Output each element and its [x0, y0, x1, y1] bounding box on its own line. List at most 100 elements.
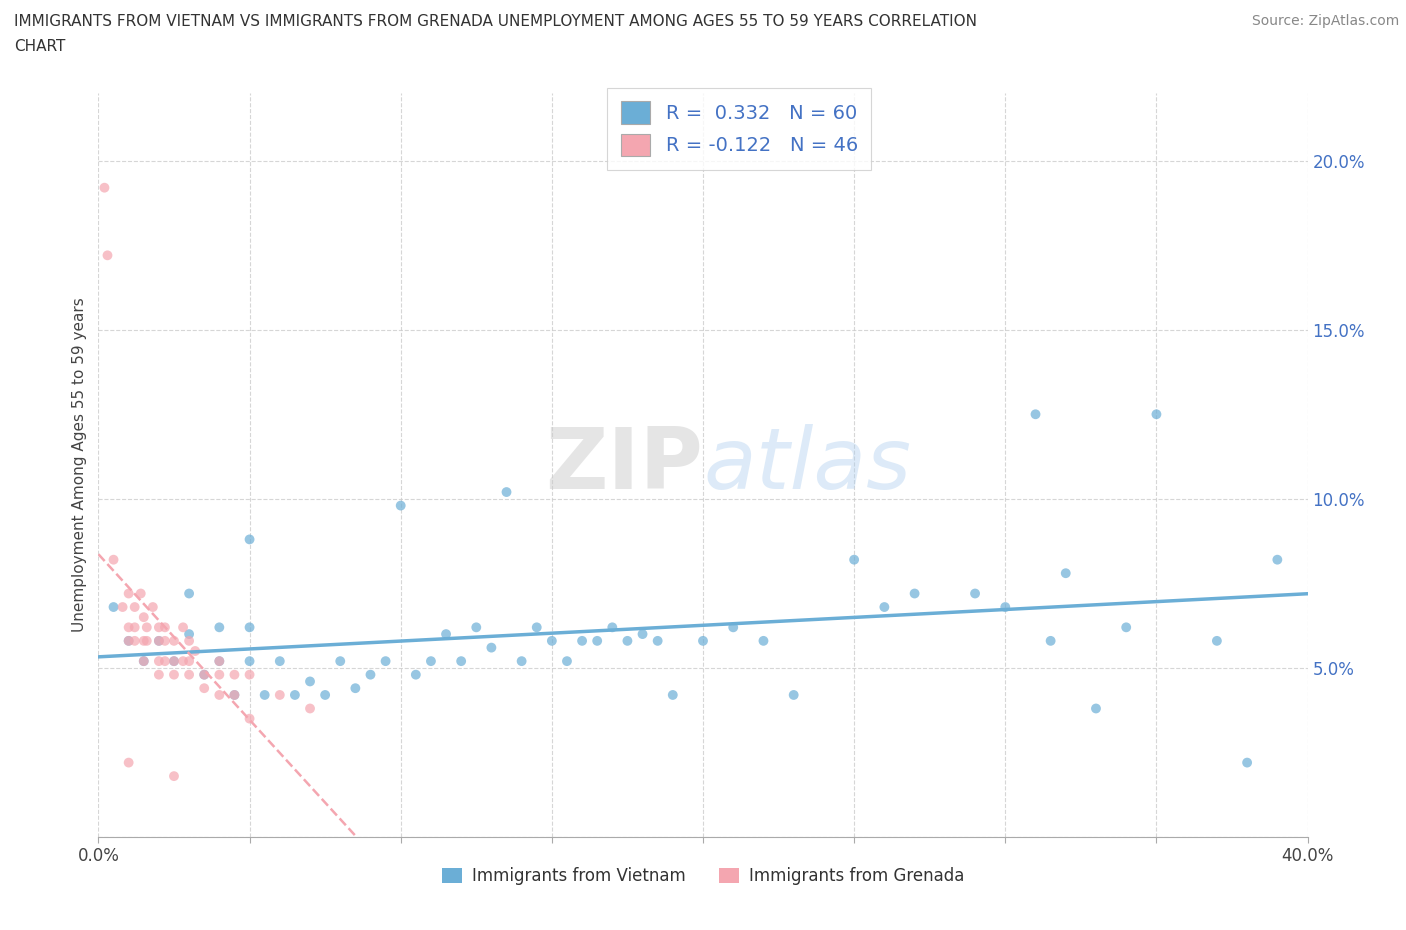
- Point: [208, 667, 231, 682]
- Point: [135, 633, 157, 648]
- Point: [329, 654, 352, 669]
- Point: [118, 586, 141, 601]
- Y-axis label: Unemployment Among Ages 55 to 59 years: Unemployment Among Ages 55 to 59 years: [72, 298, 87, 632]
- Point: [253, 687, 276, 702]
- Point: [118, 620, 141, 635]
- Point: [752, 633, 775, 648]
- Point: [132, 654, 155, 669]
- Point: [124, 620, 146, 635]
- Point: [1039, 633, 1062, 648]
- Point: [163, 654, 186, 669]
- Point: [129, 586, 152, 601]
- Point: [179, 633, 201, 648]
- Point: [465, 620, 488, 635]
- Point: [93, 180, 115, 195]
- Point: [179, 667, 201, 682]
- Point: [124, 600, 146, 615]
- Point: [481, 640, 503, 655]
- Point: [118, 633, 141, 648]
- Text: ZIP: ZIP: [546, 423, 703, 507]
- Point: [132, 610, 155, 625]
- Point: [224, 667, 246, 682]
- Point: [148, 633, 170, 648]
- Point: [374, 654, 396, 669]
- Point: [299, 674, 322, 689]
- Point: [1206, 633, 1229, 648]
- Point: [1267, 552, 1289, 567]
- Text: IMMIGRANTS FROM VIETNAM VS IMMIGRANTS FROM GRENADA UNEMPLOYMENT AMONG AGES 55 TO: IMMIGRANTS FROM VIETNAM VS IMMIGRANTS FR…: [14, 14, 977, 29]
- Point: [142, 600, 165, 615]
- Point: [148, 633, 170, 648]
- Point: [124, 633, 146, 648]
- Point: [723, 620, 745, 635]
- Point: [163, 769, 186, 784]
- Point: [495, 485, 517, 499]
- Point: [184, 644, 207, 658]
- Point: [1236, 755, 1258, 770]
- Point: [540, 633, 562, 648]
- Point: [586, 633, 609, 648]
- Point: [783, 687, 806, 702]
- Point: [616, 633, 638, 648]
- Point: [153, 633, 176, 648]
- Point: [1054, 565, 1077, 580]
- Point: [571, 633, 593, 648]
- Point: [314, 687, 336, 702]
- Point: [224, 687, 246, 702]
- Point: [239, 667, 262, 682]
- Point: [269, 687, 291, 702]
- Point: [179, 654, 201, 669]
- Point: [269, 654, 291, 669]
- Point: [1085, 701, 1108, 716]
- Point: [994, 600, 1017, 615]
- Point: [965, 586, 987, 601]
- Point: [284, 687, 307, 702]
- Point: [873, 600, 896, 615]
- Point: [193, 667, 215, 682]
- Point: [132, 633, 155, 648]
- Text: atlas: atlas: [703, 423, 911, 507]
- Point: [148, 654, 170, 669]
- Point: [118, 755, 141, 770]
- Point: [344, 681, 367, 696]
- Point: [179, 627, 201, 642]
- Point: [172, 620, 194, 635]
- Point: [103, 600, 125, 615]
- Point: [96, 248, 118, 263]
- Point: [420, 654, 443, 669]
- Point: [450, 654, 472, 669]
- Point: [103, 552, 125, 567]
- Point: [179, 586, 201, 601]
- Point: [148, 620, 170, 635]
- Point: [1024, 406, 1046, 421]
- Point: [844, 552, 866, 567]
- Point: [661, 687, 683, 702]
- Point: [118, 633, 141, 648]
- Point: [510, 654, 533, 669]
- Point: [360, 667, 382, 682]
- Point: [132, 654, 155, 669]
- Point: [631, 627, 654, 642]
- Point: [208, 654, 231, 669]
- Text: CHART: CHART: [14, 39, 66, 54]
- Point: [1115, 620, 1137, 635]
- Point: [148, 667, 170, 682]
- Point: [172, 654, 194, 669]
- Text: Source: ZipAtlas.com: Source: ZipAtlas.com: [1251, 14, 1399, 28]
- Point: [208, 654, 231, 669]
- Point: [163, 633, 186, 648]
- Point: [163, 654, 186, 669]
- Point: [904, 586, 927, 601]
- Point: [602, 620, 624, 635]
- Point: [208, 687, 231, 702]
- Point: [153, 620, 176, 635]
- Point: [208, 620, 231, 635]
- Point: [1144, 406, 1167, 421]
- Point: [153, 654, 176, 669]
- Point: [193, 667, 215, 682]
- Point: [239, 620, 262, 635]
- Point: [224, 687, 246, 702]
- Point: [239, 532, 262, 547]
- Point: [239, 654, 262, 669]
- Point: [163, 667, 186, 682]
